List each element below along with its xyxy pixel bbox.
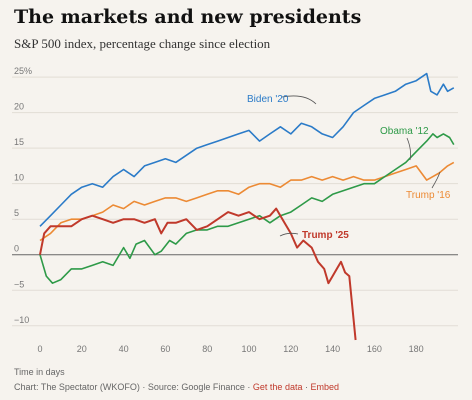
annotation-label-trump-25: Trump '25 — [302, 230, 349, 241]
embed-link[interactable]: Embed — [310, 382, 339, 392]
series-line-obama-12 — [39, 133, 455, 284]
annotation-arrow-biden-20 — [281, 95, 317, 105]
annotation-label-trump-16: Trump '16 — [406, 190, 451, 201]
chart-title: The markets and new presidents — [14, 6, 362, 28]
x-tick-label: 120 — [283, 344, 298, 354]
x-tick-label: 20 — [77, 344, 87, 354]
y-tick-label: −5 — [14, 279, 24, 289]
y-tick-label: 10 — [14, 173, 24, 183]
x-tick-label: 180 — [409, 344, 424, 354]
y-tick-label: 0 — [14, 244, 19, 254]
get-data-link[interactable]: Get the data — [252, 382, 303, 392]
y-tick-label: 15 — [14, 137, 24, 147]
series-line-biden-20 — [39, 72, 455, 227]
y-tick-label: 20 — [14, 102, 24, 112]
x-tick-label: 40 — [119, 344, 129, 354]
y-tick-label: 25% — [14, 66, 32, 76]
x-axis-label: Time in days — [14, 367, 65, 377]
x-tick-label: 0 — [37, 344, 42, 354]
series-line-trump-16 — [39, 161, 455, 242]
annotation-arrow-obama-12 — [406, 137, 411, 161]
annotation-arrow-trump-16 — [431, 171, 441, 189]
annotation-label-biden-20: Biden '20 — [247, 94, 289, 105]
footer-separator: · — [302, 382, 311, 392]
chart-subtitle: S&P 500 index, percentage change since e… — [14, 36, 271, 51]
x-tick-label: 140 — [325, 344, 340, 354]
annotation-arrow-trump-25 — [279, 232, 299, 237]
y-tick-label: 5 — [14, 208, 19, 218]
x-tick-label: 100 — [241, 344, 256, 354]
series-line-trump-25 — [39, 207, 357, 341]
source-text: Chart: The Spectator (WKOFO) · Source: G… — [14, 382, 253, 392]
x-tick-label: 80 — [202, 344, 212, 354]
y-tick-label: −10 — [14, 315, 29, 325]
x-tick-label: 160 — [367, 344, 382, 354]
chart-footer: Chart: The Spectator (WKOFO) · Source: G… — [14, 382, 339, 392]
x-tick-label: 60 — [160, 344, 170, 354]
annotation-label-obama-12: Obama '12 — [380, 126, 429, 137]
